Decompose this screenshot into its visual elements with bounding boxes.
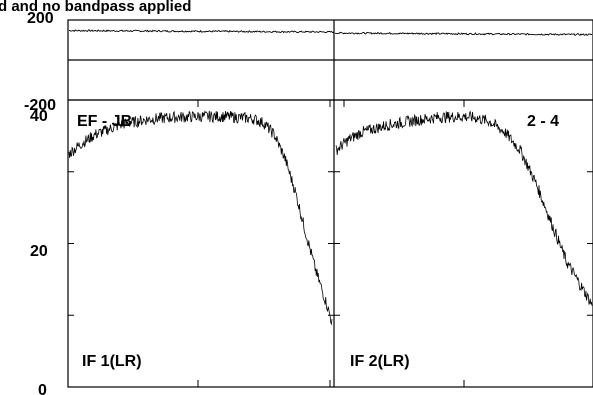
chart-title: d and no bandpass applied [0, 0, 191, 15]
amp-trace-if1 [68, 110, 333, 326]
phase-ytick-top: 200 [27, 10, 54, 27]
correlation-label: 2 - 4 [527, 113, 559, 130]
amp-ytick-40: 40 [30, 108, 48, 125]
phase-trace-if1 [68, 29, 335, 34]
amp-ytick-20: 20 [30, 243, 48, 260]
plot-frames [67, 19, 593, 388]
baseline-label: EF - JB [77, 113, 132, 130]
series-traces [68, 29, 593, 326]
amp-ytick-0: 0 [38, 382, 47, 395]
series-label-if2: IF 2(LR) [350, 353, 410, 370]
phase-trace-if2 [334, 31, 593, 36]
phase-ytick-bottom: -200 [24, 97, 56, 114]
amp-trace-if2 [335, 110, 593, 306]
series-label-if1: IF 1(LR) [82, 353, 142, 370]
